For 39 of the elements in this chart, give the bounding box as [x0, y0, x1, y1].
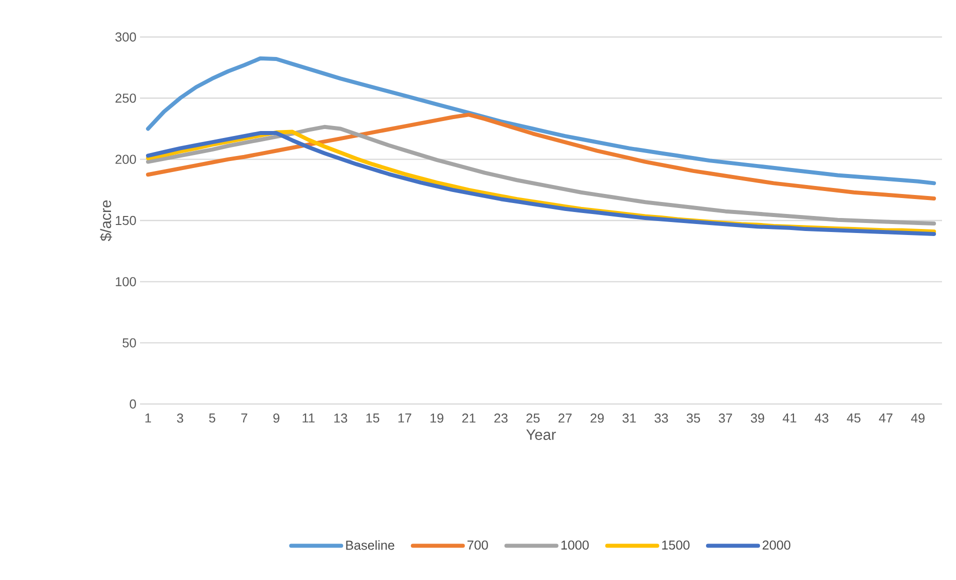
x-tick-label: 1 [145, 414, 151, 422]
y-tick-label: 200 [116, 154, 136, 164]
x-tick-label: 41 [782, 414, 796, 422]
y-tick-label: 50 [122, 338, 136, 348]
x-tick-label: 9 [273, 414, 280, 423]
x-tick-label: 35 [686, 414, 700, 423]
x-tick-label: 27 [558, 414, 572, 423]
x-tick-label: 43 [814, 414, 828, 423]
x-tick-label: 23 [494, 414, 508, 423]
x-tick-label: 17 [398, 414, 412, 422]
x-tick-label: 13 [334, 414, 348, 423]
legend-label: 2000 [762, 540, 790, 550]
x-tick-label: 37 [718, 414, 732, 423]
y-tick-label: 300 [115, 32, 136, 42]
y-axis-title: $/acre [100, 200, 112, 242]
x-tick-label: 45 [846, 414, 860, 423]
legend-label: Baseline [346, 540, 394, 550]
legend-label: 1500 [662, 540, 690, 550]
x-tick-label: 15 [366, 414, 380, 423]
x-tick-label: 3 [177, 414, 184, 423]
x-tick-label: 21 [462, 414, 476, 423]
x-tick-label: 19 [430, 414, 444, 423]
y-tick-label: 150 [116, 216, 136, 226]
x-tick-label: 49 [911, 414, 925, 423]
x-tick-label: 31 [622, 414, 636, 423]
y-tick-label: 0 [130, 399, 136, 409]
x-tick-label: 7 [241, 414, 248, 422]
x-tick-label: 47 [878, 414, 892, 422]
x-tick-label: 5 [209, 414, 216, 423]
x-tick-label: 39 [750, 414, 764, 423]
y-tick-label: 250 [116, 94, 136, 103]
legend-label: 700 [468, 540, 488, 550]
x-axis-title: Year [526, 430, 556, 440]
y-tick-label: 100 [116, 277, 136, 286]
x-tick-label: 33 [654, 414, 668, 423]
legend-label: 1000 [561, 540, 589, 550]
x-tick-label: 25 [526, 414, 540, 423]
x-tick-label: 11 [302, 414, 315, 422]
x-tick-label: 29 [590, 414, 604, 423]
